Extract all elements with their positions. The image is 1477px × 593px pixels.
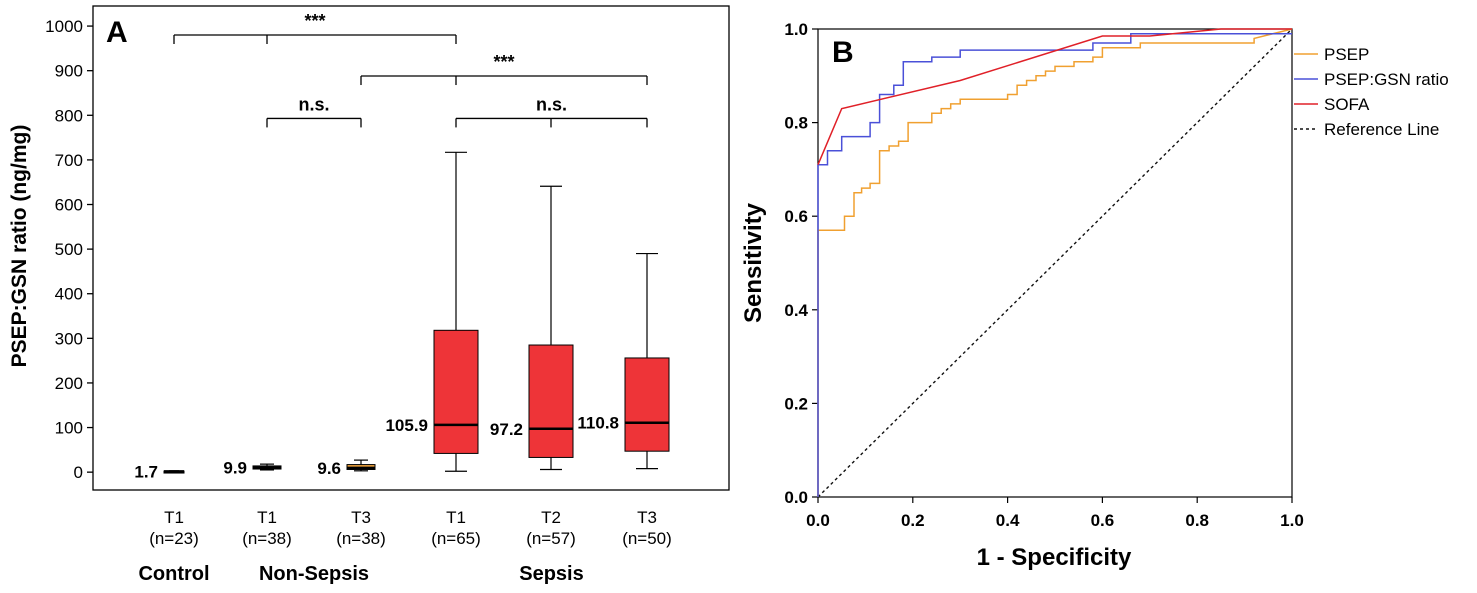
panel-a-y-tick-label: 600 xyxy=(55,196,83,215)
significance-label: *** xyxy=(493,52,514,72)
panel-b-x-tick-label: 0.0 xyxy=(806,511,830,530)
roc-line-psep xyxy=(817,28,1293,497)
panel-a-y-tick-label: 1000 xyxy=(45,17,83,36)
panel-a-group-labels: Control Non-Sepsis Sepsis xyxy=(138,563,583,585)
box-iqr xyxy=(624,357,670,452)
significance-label: *** xyxy=(304,11,325,31)
box-median-label: 9.9 xyxy=(223,459,247,478)
box-time-label: T1 xyxy=(164,508,184,527)
panel-a-y-tick-label: 300 xyxy=(55,329,83,348)
panel-b-roc: B 0.0 0.2 0.4 0.6 0.8 1.0 0.0 0.2 0.4 0.6 0.8 1.0 1… xyxy=(740,20,1449,571)
panel-a-y-tick-label: 700 xyxy=(55,151,83,170)
panel-a-y-tick-label: 900 xyxy=(55,62,83,81)
box-median-label: 9.6 xyxy=(317,459,341,478)
panel-b-series xyxy=(817,28,1293,498)
legend-label: Reference Line xyxy=(1324,120,1439,139)
panel-a-y-axis: 0 100 200 300 400 500 600 700 800 900 1000 xyxy=(45,17,93,482)
box-n-label: (n=38) xyxy=(242,529,292,548)
box-0: 1.7 xyxy=(134,462,185,481)
legend-label: PSEP:GSN ratio xyxy=(1324,70,1449,89)
panel-a-significance: *** *** n.s. n.s. xyxy=(173,11,648,128)
panel-a-y-tick-label: 800 xyxy=(55,106,83,125)
group-label: Control xyxy=(138,563,209,585)
box-median-label: 105.9 xyxy=(385,416,428,435)
panel-a-y-tick-label: 400 xyxy=(55,285,83,304)
box-median-label: 1.7 xyxy=(134,462,158,481)
panel-b-y-tick-label: 1.0 xyxy=(784,20,808,39)
panel-b-x-label: 1 - Specificity xyxy=(977,544,1132,571)
panel-b-x-tick-label: 0.8 xyxy=(1185,511,1209,530)
panel-b-y-label: Sensitivity xyxy=(740,202,767,323)
legend-label: PSEP xyxy=(1324,45,1369,64)
box-median-label: 110.8 xyxy=(577,414,619,433)
box-n-label: (n=57) xyxy=(526,529,576,548)
box-5: 110.8 xyxy=(577,252,670,470)
panel-b-axes: 0.0 0.2 0.4 0.6 0.8 1.0 0.0 0.2 0.4 0.6 0.8 1.0 xyxy=(784,20,1303,530)
panel-b-y-tick-label: 0.2 xyxy=(784,394,808,413)
panel-a-x-labels: T1 (n=23) T1 (n=38) T3 (n=38) T1 (n=65) T2 (n=57)… xyxy=(149,508,672,548)
panel-b-y-tick-label: 0.0 xyxy=(784,488,808,507)
panel-a-frame xyxy=(92,5,730,491)
box-iqr xyxy=(528,344,574,458)
panel-b-label: B xyxy=(832,36,854,69)
significance-label: n.s. xyxy=(298,94,329,114)
box-time-label: T2 xyxy=(541,508,561,527)
panel-a-boxplot: A 0 100 200 300 400 500 600 700 800 900 1000 PSEP:… xyxy=(8,5,730,585)
roc-line-sofa xyxy=(817,28,1292,165)
legend-label: SOFA xyxy=(1324,95,1370,114)
group-label: Non-Sepsis xyxy=(259,563,369,585)
panel-a-y-tick-label: 0 xyxy=(74,463,83,482)
box-time-label: T3 xyxy=(351,508,371,527)
panel-b-x-tick-label: 0.4 xyxy=(996,511,1020,530)
box-n-label: (n=50) xyxy=(622,529,672,548)
panel-b-x-tick-label: 1.0 xyxy=(1280,511,1304,530)
box-time-label: T1 xyxy=(257,508,277,527)
panel-a-boxes: 1.7 9.9 9.6 105.9 97.2 110.8 xyxy=(134,151,670,481)
box-3: 105.9 xyxy=(385,151,479,472)
group-label: Sepsis xyxy=(519,563,583,585)
panel-b-legend: PSEP PSEP:GSN ratio SOFA Reference Line xyxy=(1294,45,1449,139)
roc-line-psep-gsn-ratio xyxy=(817,32,1292,497)
box-iqr xyxy=(433,329,479,454)
panel-b-x-tick-label: 0.2 xyxy=(901,511,925,530)
box-n-label: (n=23) xyxy=(149,529,199,548)
roc-line-reference-line xyxy=(817,28,1293,498)
box-time-label: T1 xyxy=(446,508,466,527)
significance-label: n.s. xyxy=(536,94,567,114)
box-n-label: (n=38) xyxy=(336,529,386,548)
box-4: 97.2 xyxy=(490,185,574,471)
box-median-label: 97.2 xyxy=(490,420,523,439)
panel-a-y-tick-label: 200 xyxy=(55,374,83,393)
panel-a-y-label: PSEP:GSN ratio (ng/mg) xyxy=(8,125,31,368)
panel-a-y-tick-label: 500 xyxy=(55,240,83,259)
panel-b-y-tick-label: 0.4 xyxy=(784,301,808,320)
panel-b-y-tick-label: 0.6 xyxy=(784,207,808,226)
panel-b-y-tick-label: 0.8 xyxy=(784,114,808,133)
panel-a-y-tick-label: 100 xyxy=(55,419,83,438)
box-1: 9.9 xyxy=(223,459,282,478)
box-2: 9.6 xyxy=(317,459,376,478)
box-n-label: (n=65) xyxy=(431,529,481,548)
panel-b-x-tick-label: 0.6 xyxy=(1091,511,1115,530)
box-time-label: T3 xyxy=(637,508,657,527)
panel-a-label: A xyxy=(106,16,128,49)
